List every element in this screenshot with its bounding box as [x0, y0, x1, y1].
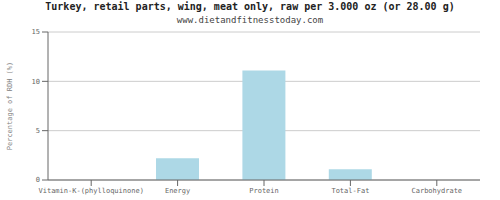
svg-text:10: 10 — [32, 78, 40, 86]
svg-text:Protein: Protein — [249, 187, 279, 195]
svg-text:Energy: Energy — [165, 187, 190, 195]
svg-text:Vitamin-K-(phylloquinone): Vitamin-K-(phylloquinone) — [39, 187, 144, 195]
svg-text:5: 5 — [36, 127, 40, 135]
html-text:www.dietandfitnesstoday.com: www.dietandfitnesstoday.com — [176, 15, 324, 25]
svg-text:Total-Fat: Total-Fat — [331, 187, 369, 195]
html-text:Turkey, retail parts, wing, me: Turkey, retail parts, wing, meat only, r… — [45, 1, 455, 12]
svg-text:Percentage of RDH (%): Percentage of RDH (%) — [8, 62, 14, 151]
svg-text:Carbohydrate: Carbohydrate — [412, 187, 463, 195]
svg-text:0: 0 — [36, 176, 40, 184]
svg-text:15: 15 — [32, 28, 40, 36]
